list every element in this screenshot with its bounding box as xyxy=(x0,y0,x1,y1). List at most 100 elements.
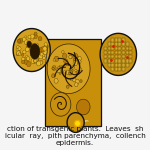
FancyBboxPatch shape xyxy=(111,55,114,58)
Polygon shape xyxy=(24,40,29,45)
Polygon shape xyxy=(77,57,82,61)
Polygon shape xyxy=(34,43,39,48)
Polygon shape xyxy=(25,47,30,52)
Polygon shape xyxy=(75,57,79,61)
FancyBboxPatch shape xyxy=(115,63,118,67)
Polygon shape xyxy=(70,56,73,59)
Polygon shape xyxy=(36,59,39,62)
FancyBboxPatch shape xyxy=(122,67,125,71)
Polygon shape xyxy=(73,61,78,66)
FancyBboxPatch shape xyxy=(118,42,122,46)
FancyBboxPatch shape xyxy=(126,55,129,58)
FancyBboxPatch shape xyxy=(108,59,111,63)
FancyBboxPatch shape xyxy=(104,59,107,63)
Polygon shape xyxy=(73,58,76,61)
Polygon shape xyxy=(33,34,38,38)
Polygon shape xyxy=(42,57,45,60)
FancyBboxPatch shape xyxy=(126,51,129,54)
Polygon shape xyxy=(16,46,19,48)
FancyBboxPatch shape xyxy=(108,63,111,67)
Polygon shape xyxy=(35,60,39,64)
Polygon shape xyxy=(41,47,45,52)
Polygon shape xyxy=(75,79,80,84)
Polygon shape xyxy=(41,54,45,57)
FancyBboxPatch shape xyxy=(45,39,101,126)
Polygon shape xyxy=(18,40,20,42)
Polygon shape xyxy=(34,32,37,35)
FancyBboxPatch shape xyxy=(126,42,129,46)
Polygon shape xyxy=(27,41,29,44)
Polygon shape xyxy=(32,43,36,47)
Polygon shape xyxy=(24,60,29,64)
Polygon shape xyxy=(57,68,62,72)
Polygon shape xyxy=(27,41,32,47)
Polygon shape xyxy=(56,68,61,73)
FancyBboxPatch shape xyxy=(111,63,114,67)
Polygon shape xyxy=(16,53,19,56)
Polygon shape xyxy=(53,59,55,61)
Polygon shape xyxy=(21,53,24,56)
FancyBboxPatch shape xyxy=(118,46,122,50)
Polygon shape xyxy=(65,62,69,66)
Polygon shape xyxy=(38,37,42,41)
FancyBboxPatch shape xyxy=(111,51,114,54)
FancyBboxPatch shape xyxy=(129,51,132,54)
FancyBboxPatch shape xyxy=(129,59,132,63)
Polygon shape xyxy=(26,57,30,60)
FancyBboxPatch shape xyxy=(115,55,118,58)
Polygon shape xyxy=(54,56,59,61)
FancyBboxPatch shape xyxy=(108,42,111,46)
Polygon shape xyxy=(67,113,84,132)
Polygon shape xyxy=(52,67,54,70)
Polygon shape xyxy=(68,70,73,75)
FancyBboxPatch shape xyxy=(111,38,114,42)
Polygon shape xyxy=(59,66,62,69)
FancyBboxPatch shape xyxy=(122,63,125,67)
Polygon shape xyxy=(77,60,81,64)
Polygon shape xyxy=(63,59,68,64)
Polygon shape xyxy=(34,59,37,63)
Polygon shape xyxy=(30,34,34,38)
Polygon shape xyxy=(66,85,69,88)
FancyBboxPatch shape xyxy=(122,38,125,42)
FancyBboxPatch shape xyxy=(126,46,129,50)
Polygon shape xyxy=(30,36,34,40)
Polygon shape xyxy=(40,53,43,56)
Polygon shape xyxy=(68,71,72,75)
Polygon shape xyxy=(62,54,67,58)
FancyBboxPatch shape xyxy=(115,46,118,50)
Polygon shape xyxy=(32,61,35,64)
FancyBboxPatch shape xyxy=(118,67,122,71)
Polygon shape xyxy=(44,43,47,46)
Polygon shape xyxy=(52,66,56,70)
Polygon shape xyxy=(75,69,77,72)
FancyBboxPatch shape xyxy=(122,59,125,63)
Polygon shape xyxy=(28,35,31,39)
Text: 200 µm: 200 µm xyxy=(76,119,88,123)
Text: ction of transgenic plants.  Leaves  sh
icular  ray,  pith parenchyma,  collench: ction of transgenic plants. Leaves sh ic… xyxy=(5,126,145,146)
Polygon shape xyxy=(47,44,90,94)
Polygon shape xyxy=(69,69,73,73)
Polygon shape xyxy=(26,62,31,66)
FancyBboxPatch shape xyxy=(122,51,125,54)
Polygon shape xyxy=(57,67,61,70)
FancyBboxPatch shape xyxy=(115,67,118,71)
Polygon shape xyxy=(38,54,43,59)
FancyBboxPatch shape xyxy=(129,55,132,58)
Polygon shape xyxy=(76,99,90,115)
FancyBboxPatch shape xyxy=(115,42,118,46)
FancyBboxPatch shape xyxy=(111,67,114,71)
Polygon shape xyxy=(71,66,75,69)
FancyBboxPatch shape xyxy=(118,38,122,42)
FancyBboxPatch shape xyxy=(122,42,125,46)
Polygon shape xyxy=(34,48,37,51)
Polygon shape xyxy=(80,80,82,82)
FancyBboxPatch shape xyxy=(108,46,111,50)
Polygon shape xyxy=(23,57,26,60)
Polygon shape xyxy=(17,39,21,43)
Polygon shape xyxy=(26,45,29,48)
Polygon shape xyxy=(62,51,64,53)
FancyBboxPatch shape xyxy=(104,55,107,58)
Polygon shape xyxy=(22,57,25,60)
Polygon shape xyxy=(34,58,38,62)
